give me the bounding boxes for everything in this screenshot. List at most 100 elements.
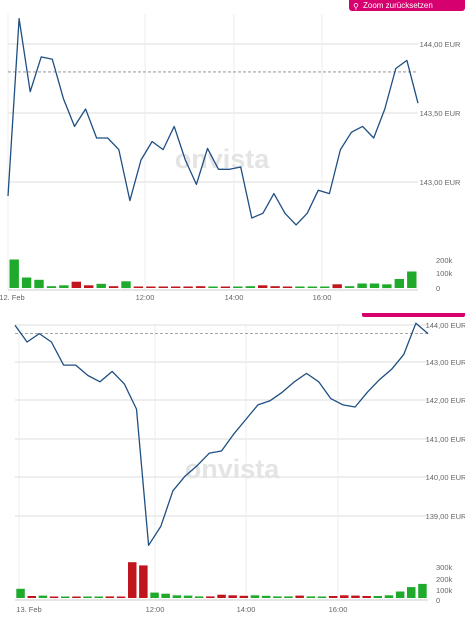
volume-bar	[306, 596, 316, 598]
y-tick-label: 140,00 EUR	[426, 473, 465, 482]
volume-bar	[83, 596, 92, 598]
price-series-line	[7, 17, 419, 226]
volume-bar	[295, 286, 305, 288]
y-tick-label: 139,00 EUR	[426, 512, 465, 521]
volume-bar	[418, 583, 427, 598]
volume-bar	[16, 588, 25, 598]
volume-bar	[394, 279, 404, 288]
volume-axis-label: 100k	[436, 269, 453, 278]
volume-axis-label: 300k	[436, 563, 453, 572]
volume-bar	[328, 596, 338, 598]
zoom-reset-button[interactable]: ⚲ Zoom zurücksetzen	[349, 0, 465, 11]
volume-bar	[158, 286, 168, 288]
volume-bar	[206, 596, 215, 598]
volume-bar	[282, 286, 293, 288]
volume-bar	[261, 595, 271, 598]
volume-bar	[384, 595, 394, 598]
volume-bar	[194, 596, 204, 598]
volume-bar	[27, 596, 36, 598]
volume-bar	[171, 286, 181, 288]
volume-bar	[195, 286, 206, 288]
y-tick-label: 142,00 EUR	[426, 396, 465, 405]
x-tick-label: 14:00	[225, 293, 244, 302]
volume-bar	[228, 595, 237, 598]
volume-bar	[183, 595, 193, 598]
volume-bar	[320, 286, 330, 288]
volume-bar	[284, 596, 293, 598]
volume-bar	[217, 594, 226, 598]
volume-axis-label: 200k	[436, 256, 453, 265]
volume-bar	[105, 596, 115, 598]
volume-axis-label: 100k	[436, 586, 453, 595]
volume-bar	[46, 286, 57, 288]
y-tick-label: 144,00 EUR	[426, 321, 465, 330]
volume-bar	[49, 596, 59, 598]
x-tick-label: 16:00	[313, 293, 332, 302]
volume-bar	[96, 283, 106, 288]
volume-bar	[128, 562, 137, 598]
volume-bar	[172, 595, 182, 598]
volume-axis-label: 0	[436, 596, 440, 605]
volume-bar	[407, 587, 416, 598]
y-tick-label: 143,00 EUR	[420, 178, 461, 187]
volume-bar	[344, 286, 355, 288]
x-tick-label: 12:00	[146, 605, 165, 614]
x-tick-label: 12:00	[136, 293, 155, 302]
volume-bar	[133, 286, 144, 288]
volume-bar	[71, 281, 81, 288]
volume-bar	[357, 283, 367, 288]
volume-bar	[373, 596, 382, 598]
price-series-line	[14, 322, 429, 546]
volume-bar	[233, 286, 243, 288]
volume-bar	[61, 596, 70, 598]
volume-bar	[146, 286, 156, 288]
volume-bar	[208, 286, 218, 288]
volume-axis-label: 200k	[436, 575, 453, 584]
volume-bar	[295, 595, 304, 598]
volume-bar	[239, 595, 249, 598]
volume-bar	[362, 596, 371, 598]
search-icon: ⚲	[353, 2, 359, 11]
volume-bar	[9, 259, 19, 288]
volume-bar	[340, 595, 349, 598]
volume-bar	[94, 596, 103, 598]
volume-bar	[59, 285, 69, 288]
volume-bar	[407, 271, 417, 288]
volume-bar	[382, 284, 392, 289]
x-tick-label: 12. Feb	[0, 293, 25, 302]
volume-bar	[72, 596, 81, 598]
y-tick-label: 141,00 EUR	[426, 435, 465, 444]
volume-bar	[108, 286, 119, 288]
volume-bar	[317, 596, 327, 598]
volume-bar	[116, 596, 126, 598]
volume-bar	[273, 596, 282, 598]
volume-bar	[258, 285, 268, 288]
volume-bar	[351, 595, 360, 598]
volume-bar	[139, 565, 148, 598]
volume-bar	[161, 593, 170, 598]
volume-bar	[183, 286, 193, 288]
y-tick-label: 143,00 EUR	[426, 358, 465, 367]
volume-bar	[332, 284, 342, 289]
volume-bar	[84, 285, 94, 288]
volume-bar	[38, 595, 48, 598]
x-tick-label: 13. Feb	[16, 605, 41, 614]
volume-bar	[121, 281, 131, 289]
volume-axis-label: 0	[436, 284, 440, 293]
x-tick-label: 14:00	[237, 605, 256, 614]
volume-bar	[245, 286, 255, 288]
volume-bar	[307, 286, 318, 288]
volume-bar	[250, 595, 260, 598]
volume-bar	[150, 592, 159, 598]
volume-bar	[395, 591, 405, 598]
watermark: onvista	[185, 454, 281, 484]
volume-bar	[220, 286, 231, 288]
x-tick-label: 16:00	[329, 605, 348, 614]
zoom-reset-label: Zoom zurücksetzen	[363, 1, 433, 10]
zoom-reset-button-lower[interactable]	[362, 313, 465, 317]
volume-bar	[21, 277, 32, 288]
volume-bar	[369, 283, 380, 288]
y-tick-label: 144,00 EUR	[420, 40, 461, 49]
